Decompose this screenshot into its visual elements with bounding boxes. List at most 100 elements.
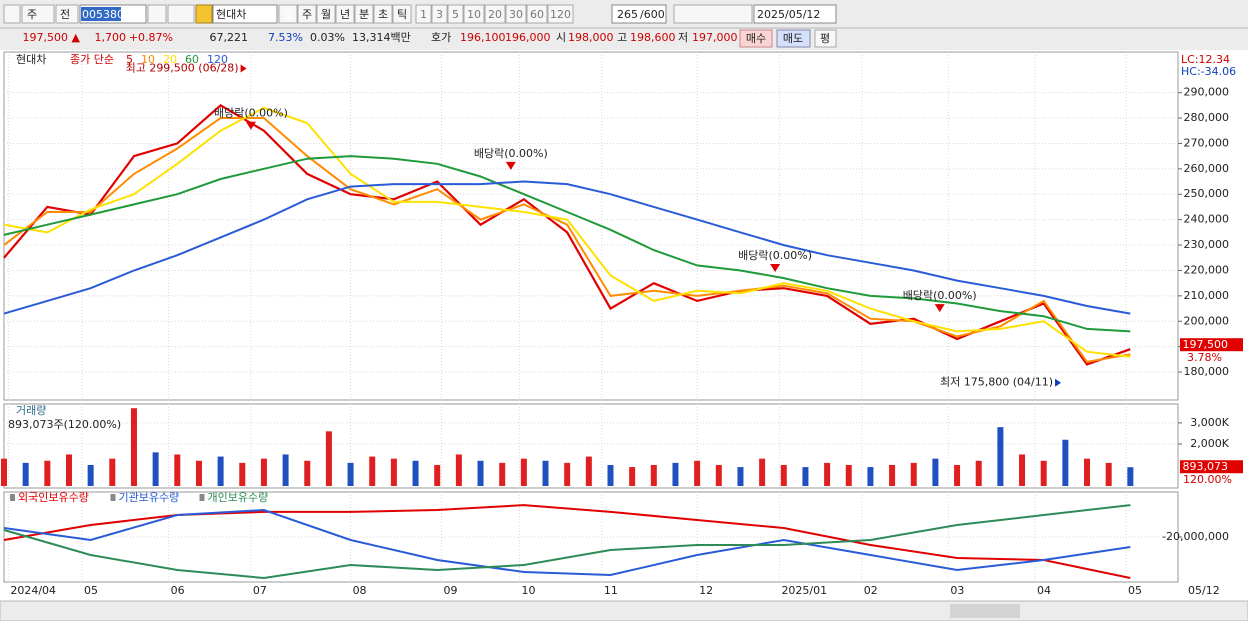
volume-bar xyxy=(434,464,441,486)
volume-bar xyxy=(239,462,246,486)
legend-entry: 60 xyxy=(185,53,199,66)
prev-select[interactable] xyxy=(55,4,79,24)
volume-bar xyxy=(1084,458,1091,486)
series-line xyxy=(3,180,1131,315)
legend-entry: 외국인보유수량 xyxy=(18,491,89,504)
change: 1,700 xyxy=(95,31,127,44)
legend-swatch xyxy=(110,494,116,501)
minute: 3 xyxy=(436,8,443,21)
volume-bar xyxy=(867,467,874,486)
period-button[interactable] xyxy=(297,4,317,24)
x-tick-label: 09 xyxy=(444,584,458,597)
minute: 20 xyxy=(488,8,502,21)
scrollbar[interactable] xyxy=(0,600,1248,621)
change-tag: 3.78% xyxy=(1187,351,1222,364)
y-tick-label: 260,000 xyxy=(1184,162,1230,175)
volume-bar xyxy=(44,460,51,486)
y-tick-label: 240,000 xyxy=(1184,213,1230,226)
volume-bar xyxy=(174,454,181,486)
x-tick-label: 12 xyxy=(699,584,713,597)
high: 198,600 xyxy=(630,31,676,44)
annotation: 배당락(0.00%) xyxy=(474,147,548,160)
volume-bar xyxy=(715,464,722,486)
legend-entry: 개인보유수량 xyxy=(208,491,269,504)
y-tick-label: 270,000 xyxy=(1184,136,1230,149)
menu-button[interactable] xyxy=(3,4,21,24)
series-line xyxy=(3,117,1131,363)
sell-button[interactable] xyxy=(776,29,811,48)
stock-label: 현대차 xyxy=(16,53,46,66)
annotation: 배당락(0.00%) xyxy=(214,107,288,120)
minute-button[interactable] xyxy=(447,4,464,24)
volume-tag: 893,073 xyxy=(1183,460,1229,473)
price-tag-bg xyxy=(1180,338,1243,352)
volume-bar xyxy=(1040,460,1047,486)
count-box[interactable] xyxy=(611,4,667,24)
sound-button[interactable] xyxy=(167,4,195,24)
period-button[interactable] xyxy=(316,4,336,24)
market-select[interactable] xyxy=(21,4,55,24)
minute: 10 xyxy=(467,8,481,21)
volume-bar xyxy=(520,458,527,486)
x-tick-label: 08 xyxy=(353,584,367,597)
x-tick-label: 11 xyxy=(604,584,618,597)
name-box[interactable] xyxy=(212,4,278,24)
change-rate: +0.87% xyxy=(129,31,173,44)
period-button[interactable] xyxy=(354,4,374,24)
legend-swatch xyxy=(10,494,15,501)
volume-bar xyxy=(195,460,202,486)
hc: HC:-34.06 xyxy=(1181,65,1236,78)
price-tag: 197,500 xyxy=(1183,338,1229,351)
volume-bar xyxy=(845,464,852,486)
x-tick-label: 06 xyxy=(171,584,185,597)
volume-bar xyxy=(217,456,224,486)
y-tick-label: 230,000 xyxy=(1184,238,1230,251)
volume-bar xyxy=(997,427,1004,486)
prev: 전 xyxy=(60,8,70,21)
annotation-arrow xyxy=(934,304,945,313)
volume-bar xyxy=(477,460,484,486)
volume-bar xyxy=(152,452,159,486)
minute: 5 xyxy=(452,8,459,21)
price-panel xyxy=(3,51,1179,401)
minute-button[interactable] xyxy=(484,4,506,24)
tool-buttons[interactable] xyxy=(673,4,753,24)
y-tick-label: -20,000,000 xyxy=(1162,530,1229,543)
volume: 67,221 xyxy=(210,31,249,44)
series-line xyxy=(3,508,1131,577)
price: 197,500 ▲ xyxy=(23,31,81,44)
period-button[interactable] xyxy=(335,4,355,24)
stock-code: 005380 xyxy=(82,8,124,21)
code-highlight xyxy=(81,7,121,21)
volume-bar xyxy=(889,464,896,486)
amount: 13,314백만 xyxy=(352,31,411,44)
volume-bar xyxy=(499,462,506,486)
minute-button[interactable] xyxy=(463,4,485,24)
turnover: 7.53% xyxy=(268,31,303,44)
y-tick-label: 180,000 xyxy=(1184,365,1230,378)
volume-bar xyxy=(390,458,397,486)
sell: 매도 xyxy=(783,32,803,45)
period-button[interactable] xyxy=(373,4,393,24)
minute-button[interactable] xyxy=(431,4,448,24)
period-button[interactable] xyxy=(278,4,298,24)
date-box[interactable] xyxy=(753,4,837,24)
minute-button[interactable] xyxy=(505,4,527,24)
period: 초 xyxy=(378,8,388,21)
buy-button[interactable] xyxy=(739,29,773,48)
annotation: 최저 175,800 (04/11) xyxy=(940,376,1053,389)
volume-bar xyxy=(22,462,29,486)
y-tick-label: 280,000 xyxy=(1184,111,1230,124)
volume-bar xyxy=(412,460,419,486)
minute-button[interactable] xyxy=(415,4,432,24)
period-button[interactable] xyxy=(392,4,412,24)
minute-button[interactable] xyxy=(526,4,548,24)
minute-button[interactable] xyxy=(547,4,574,24)
open: 198,000 xyxy=(568,31,614,44)
avg-button[interactable] xyxy=(814,29,837,48)
legend-entry: 5 xyxy=(126,53,133,66)
scroll-thumb[interactable] xyxy=(950,604,1020,618)
search-button[interactable] xyxy=(147,4,167,24)
x-tick-label: 04 xyxy=(1037,584,1051,597)
volume-bar xyxy=(260,458,267,486)
